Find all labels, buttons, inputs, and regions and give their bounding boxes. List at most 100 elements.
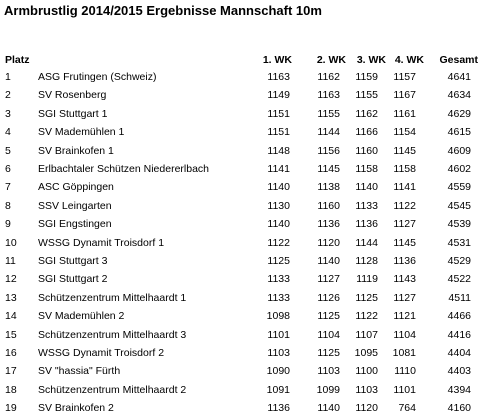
total-score: 4559 <box>447 181 471 194</box>
total-score: 4531 <box>447 236 471 249</box>
round-score: 1119 <box>356 273 378 286</box>
total-score: 4403 <box>447 365 471 378</box>
team-name: Schützenzentrum Mittelhaardt 2 <box>38 383 187 396</box>
team-name: Schützenzentrum Mittelhaardt 1 <box>38 291 187 304</box>
round-score: 1159 <box>355 71 378 83</box>
round-score: 1091 <box>266 383 290 396</box>
round-score: 1144 <box>317 126 340 139</box>
title: Armbrustlig 2014/2015 Ergebnisse Mannsch… <box>4 3 322 18</box>
round-score: 1140 <box>355 181 378 194</box>
round-score: 1127 <box>317 273 340 286</box>
round-score: 1128 <box>355 255 378 267</box>
team-name: SV Mademühlen 1 <box>38 126 125 139</box>
team-name: SGI Stuttgart 2 <box>38 273 108 286</box>
round-score: 1099 <box>316 383 340 396</box>
total-score: 4609 <box>447 144 471 157</box>
rank: 1 <box>5 71 11 83</box>
header-cell: 4. WK <box>394 54 424 66</box>
rank: 17 <box>5 365 17 378</box>
total-score: 4404 <box>447 347 471 359</box>
round-score: 1163 <box>317 89 340 102</box>
round-score: 1155 <box>317 107 340 120</box>
rank: 18 <box>5 383 17 396</box>
team-name: ASC Göppingen <box>38 181 114 194</box>
round-score: 1158 <box>355 163 378 175</box>
round-score: 1144 <box>355 236 378 249</box>
round-score: 1148 <box>267 144 290 157</box>
total-score: 4539 <box>447 218 471 231</box>
total-score: 4634 <box>447 89 471 102</box>
team-name: Erlbachtaler Schützen Niedererlbach <box>38 163 210 175</box>
team-name: WSSG Dynamit Troisdorf 2 <box>38 347 165 359</box>
header-cell: Gesamt <box>439 54 478 66</box>
round-score: 1100 <box>355 365 378 378</box>
round-score: 1133 <box>267 273 290 286</box>
rank: 12 <box>5 273 17 286</box>
total-score: 4416 <box>447 328 471 341</box>
header-cell: Platz <box>5 54 30 66</box>
rank: 3 <box>5 107 11 120</box>
round-score: 1145 <box>393 144 416 157</box>
round-score: 1140 <box>267 218 290 231</box>
team-name: SGI Stuttgart 3 <box>38 255 108 267</box>
total-score: 4394 <box>447 383 471 396</box>
round-score: 1130 <box>267 199 290 212</box>
round-score: 1121 <box>393 310 416 323</box>
round-score: 1136 <box>355 218 378 231</box>
total-score: 4511 <box>448 291 471 304</box>
rank: 13 <box>5 291 17 304</box>
round-score: 1127 <box>393 291 416 304</box>
team-name: Schützenzentrum Mittelhaardt 3 <box>38 328 187 341</box>
rank: 10 <box>5 236 17 249</box>
round-score: 1127 <box>393 218 416 231</box>
round-score: 1125 <box>267 255 290 267</box>
rank: 16 <box>5 347 17 359</box>
total-score: 4602 <box>447 163 471 175</box>
total-score: 4160 <box>447 402 471 415</box>
round-score: 1125 <box>317 310 340 323</box>
team-name: SV "hassia" Fürth <box>38 365 121 378</box>
round-score: 1126 <box>317 291 340 304</box>
round-score: 1141 <box>393 181 416 194</box>
rank: 7 <box>5 181 11 194</box>
round-score: 1154 <box>393 126 416 139</box>
rank: 14 <box>5 310 17 323</box>
round-score: 1151 <box>267 107 290 120</box>
round-score: 1125 <box>317 347 340 359</box>
team-name: WSSG Dynamit Troisdorf 1 <box>38 236 165 249</box>
round-score: 1133 <box>267 291 290 304</box>
total-score: 4629 <box>447 107 471 120</box>
round-score: 1162 <box>355 107 378 120</box>
total-score: 4545 <box>447 199 471 212</box>
round-score: 1156 <box>317 144 340 157</box>
round-score: 1145 <box>393 236 416 249</box>
rank: 2 <box>5 89 11 102</box>
rank: 4 <box>5 126 11 139</box>
round-score: 1163 <box>267 71 290 83</box>
round-score: 1103 <box>355 383 378 396</box>
total-score: 4466 <box>447 310 471 323</box>
round-score: 1090 <box>266 365 290 378</box>
round-score: 1104 <box>393 328 416 341</box>
header-cell: 3. WK <box>356 54 386 66</box>
team-name: SSV Leingarten <box>38 199 112 212</box>
round-score: 1098 <box>266 310 290 323</box>
round-score: 1157 <box>393 71 416 83</box>
total-score: 4615 <box>447 126 471 139</box>
total-score: 4522 <box>447 273 471 286</box>
round-score: 1081 <box>392 347 416 359</box>
round-score: 1095 <box>354 347 378 359</box>
round-score: 1167 <box>393 89 416 102</box>
round-score: 1122 <box>267 236 290 249</box>
round-score: 1138 <box>317 181 340 194</box>
total-score: 4641 <box>447 71 471 83</box>
round-score: 1110 <box>394 365 416 378</box>
round-score: 1161 <box>393 107 416 120</box>
team-name: SV Brainkofen 2 <box>38 402 114 415</box>
team-name: SV Brainkofen 1 <box>38 144 114 157</box>
round-score: 1101 <box>267 328 290 341</box>
round-score: 1141 <box>267 163 290 175</box>
round-score: 1140 <box>317 255 340 267</box>
header-cell: 2. WK <box>316 54 346 66</box>
